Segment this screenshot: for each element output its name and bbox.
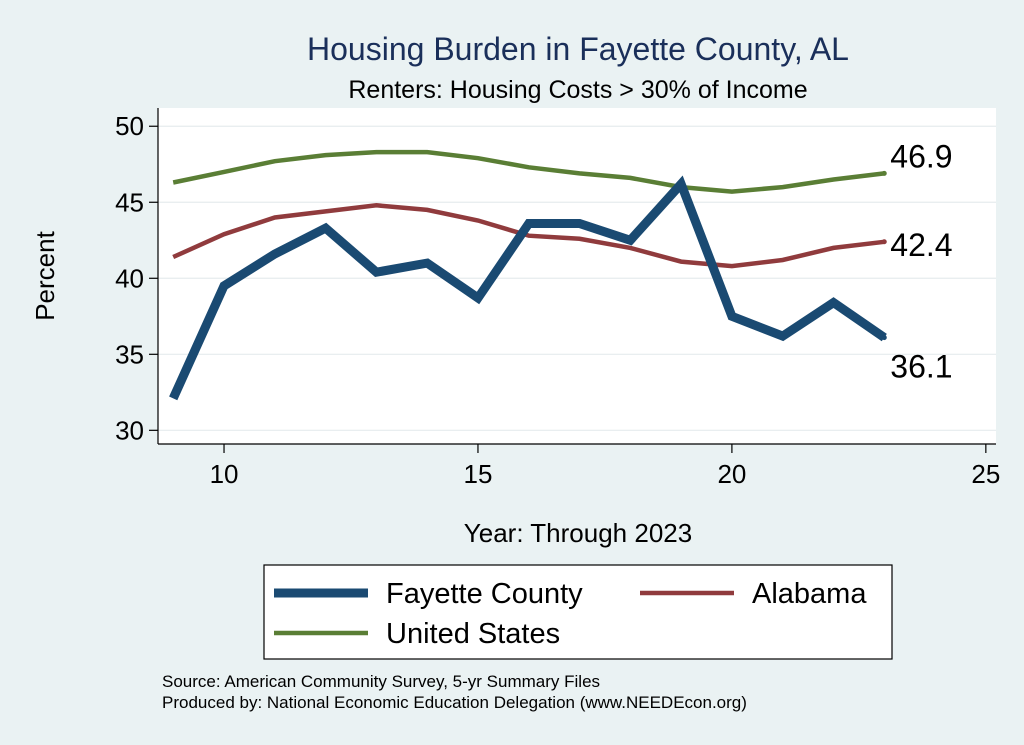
legend-item-fayette-county: Fayette County xyxy=(274,578,583,610)
end-value-label: 46.9 xyxy=(890,138,952,174)
chart-subtitle: Renters: Housing Costs > 30% of Income xyxy=(348,76,807,104)
producer-note: Produced by: National Economic Education… xyxy=(162,693,747,712)
end-point xyxy=(881,239,887,245)
y-tick-label: 45 xyxy=(115,187,144,217)
x-axis-title: Year: Through 2023 xyxy=(464,518,692,548)
end-value-label: 36.1 xyxy=(890,349,952,385)
source-note: Source: American Community Survey, 5-yr … xyxy=(162,672,600,691)
series-lines xyxy=(169,149,887,401)
legend-box xyxy=(263,564,893,660)
series-line-united-states xyxy=(172,149,885,194)
y-tick-label: 40 xyxy=(115,263,144,293)
plot-area xyxy=(158,108,996,444)
y-tick-label: 30 xyxy=(115,415,144,445)
x-axis-ticks: 10 15 20 25 xyxy=(210,444,1000,489)
series-line-fayette-county xyxy=(169,175,887,401)
end-value-label: 42.4 xyxy=(890,227,952,263)
y-tick-label: 50 xyxy=(115,111,144,141)
x-tick-label: 15 xyxy=(464,459,493,489)
x-tick-label: 25 xyxy=(971,459,1000,489)
end-labels: 36.1 42.4 46.9 xyxy=(881,138,953,385)
x-tick-label: 20 xyxy=(717,459,746,489)
y-axis-title: Percent xyxy=(30,230,60,320)
chart-title: Housing Burden in Fayette County, AL xyxy=(307,31,849,67)
legend-label: United States xyxy=(386,618,560,650)
end-point xyxy=(881,170,887,176)
legend-label: Fayette County xyxy=(386,578,583,610)
gridlines xyxy=(158,125,996,431)
legend-label: Alabama xyxy=(752,578,867,610)
y-axis-ticks: 30 35 40 45 50 xyxy=(115,111,158,445)
legend-item-alabama: Alabama xyxy=(640,578,867,610)
x-tick-label: 10 xyxy=(210,459,239,489)
series-line-alabama xyxy=(172,203,885,269)
legend-item-united-states: United States xyxy=(274,618,560,650)
end-point xyxy=(881,335,887,341)
y-tick-label: 35 xyxy=(115,339,144,369)
